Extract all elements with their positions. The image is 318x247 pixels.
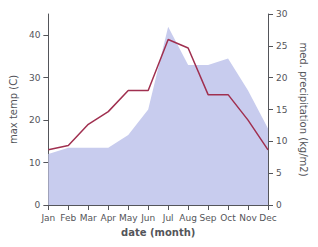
svg-text:Jun: Jun xyxy=(140,213,155,223)
svg-text:Sep: Sep xyxy=(200,213,217,223)
svg-text:Jan: Jan xyxy=(40,213,55,223)
svg-text:date (month): date (month) xyxy=(121,227,195,238)
svg-text:0: 0 xyxy=(35,200,41,210)
svg-text:40: 40 xyxy=(29,30,41,40)
svg-text:15: 15 xyxy=(276,105,287,115)
svg-text:med. precipitation (kg/m2): med. precipitation (kg/m2) xyxy=(298,42,309,176)
svg-text:Dec: Dec xyxy=(259,213,276,223)
svg-text:25: 25 xyxy=(276,41,287,51)
svg-text:20: 20 xyxy=(29,115,41,125)
svg-text:Jul: Jul xyxy=(162,213,174,223)
svg-text:May: May xyxy=(119,213,138,223)
svg-text:max temp (C): max temp (C) xyxy=(8,75,19,144)
svg-text:Oct: Oct xyxy=(220,213,236,223)
svg-text:30: 30 xyxy=(276,9,288,19)
svg-text:20: 20 xyxy=(276,73,288,83)
svg-text:10: 10 xyxy=(276,136,288,146)
svg-text:Mar: Mar xyxy=(80,213,97,223)
svg-text:Nov: Nov xyxy=(239,213,257,223)
svg-text:Apr: Apr xyxy=(100,213,116,223)
svg-text:0: 0 xyxy=(276,200,282,210)
svg-text:Feb: Feb xyxy=(60,213,76,223)
svg-text:Aug: Aug xyxy=(179,213,197,223)
svg-text:10: 10 xyxy=(29,158,41,168)
svg-text:5: 5 xyxy=(276,168,282,178)
svg-text:30: 30 xyxy=(29,73,41,83)
